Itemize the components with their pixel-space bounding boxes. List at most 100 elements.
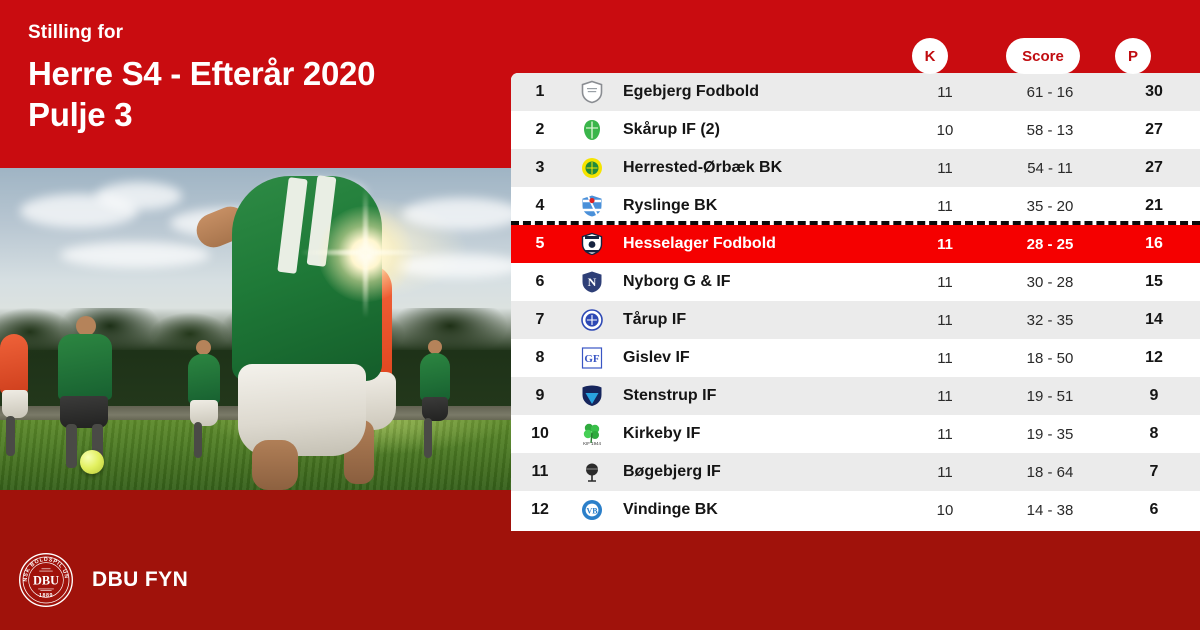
table-row[interactable]: 6 N Nyborg G & IF 11 30 - 28 15 [511, 263, 1200, 301]
row-points: 27 [1145, 159, 1163, 176]
photo-background-player [0, 334, 28, 394]
row-position: 3 [535, 159, 545, 176]
row-points: 12 [1145, 349, 1163, 366]
club-logo-navy-triangle-shield [569, 384, 615, 408]
column-header-kampe: K [912, 38, 948, 74]
table-row-highlighted[interactable]: 5 Hesselager Fodbold 11 28 - 25 16 [511, 225, 1200, 263]
photo-player-main [252, 440, 298, 490]
club-logo-yellow-circle [569, 157, 615, 179]
row-score: 58 - 13 [1026, 121, 1074, 139]
table-row[interactable]: 10 KIF 1944 Kirkeby IF 11 19 - 35 8 [511, 415, 1200, 453]
photo-cloud [402, 198, 511, 230]
photo-cloud [60, 242, 210, 268]
club-logo-white-shield [569, 232, 615, 256]
page-title: Herre S4 - Efterår 2020 Pulje 3 [28, 53, 498, 135]
photo-background-player [428, 340, 442, 354]
photo-player-main [238, 364, 366, 456]
dbu-logo-icon: DANSK BOLDSPIL UNION DBU 1889 [18, 552, 73, 607]
row-score: 18 - 50 [1026, 349, 1074, 367]
photo-background-player [76, 316, 96, 336]
qualification-cut-line [511, 221, 1200, 225]
photo-football [80, 450, 104, 474]
row-played: 11 [937, 235, 953, 253]
row-team-name: Hesselager Fodbold [623, 235, 776, 252]
table-row[interactable]: 4 Ryslinge BK 11 35 - 20 21 [511, 187, 1200, 225]
standings-table: 1 Egebjerg Fodbold 11 61 - 16 30 2 Skåru… [511, 73, 1200, 531]
row-played: 11 [937, 387, 953, 405]
table-row[interactable]: 2 Skårup IF (2) 10 58 - 13 27 [511, 111, 1200, 149]
row-score: 28 - 25 [1026, 235, 1074, 253]
footer-bar [0, 530, 1200, 630]
photo-sun-flare [363, 188, 368, 318]
row-played: 11 [937, 463, 953, 481]
table-row[interactable]: 7 Tårup IF 11 32 - 35 14 [511, 301, 1200, 339]
row-score: 32 - 35 [1026, 311, 1074, 329]
row-team-name: Nyborg G & IF [623, 273, 731, 290]
row-position: 11 [531, 463, 549, 480]
row-points: 16 [1145, 235, 1163, 252]
svg-text:N: N [588, 275, 597, 289]
row-points: 9 [1149, 387, 1159, 404]
photo-background-player [6, 416, 15, 456]
svg-text:VB: VB [586, 507, 598, 516]
row-score: 19 - 35 [1026, 425, 1074, 443]
table-row[interactable]: 11 Bøgebjerg IF 11 18 - 64 7 [511, 453, 1200, 491]
club-logo-gtf-monogram: GF [569, 346, 615, 370]
table-row[interactable]: 3 Herrested-Ørbæk BK 11 54 - 11 27 [511, 149, 1200, 187]
row-points: 6 [1149, 501, 1159, 518]
photo-background-player [424, 418, 432, 458]
table-header-badges: K Score P [511, 38, 1200, 74]
row-position: 2 [535, 121, 545, 138]
row-score: 30 - 28 [1026, 273, 1074, 291]
title-block: Stilling for Herre S4 - Efterår 2020 Pul… [28, 20, 498, 135]
row-score: 14 - 38 [1026, 501, 1074, 519]
photo-background-player [2, 390, 28, 418]
row-team-name: Kirkeby IF [623, 425, 701, 442]
photo-background-player [60, 396, 108, 428]
table-row[interactable]: 1 Egebjerg Fodbold 11 61 - 16 30 [511, 73, 1200, 111]
row-score: 19 - 51 [1026, 387, 1074, 405]
row-played: 11 [937, 83, 953, 101]
row-played: 11 [937, 197, 953, 215]
row-played: 11 [937, 349, 953, 367]
column-header-score: Score [1006, 38, 1080, 74]
row-played: 11 [937, 311, 953, 329]
svg-text:KIF 1944: KIF 1944 [583, 441, 601, 446]
row-score: 18 - 64 [1026, 463, 1074, 481]
row-team-name: Tårup IF [623, 311, 687, 328]
row-position: 6 [535, 273, 545, 290]
row-score: 54 - 11 [1027, 159, 1073, 177]
club-logo-green-blob [569, 118, 615, 142]
row-score: 35 - 20 [1026, 197, 1074, 215]
table-row[interactable]: 9 Stenstrup IF 11 19 - 51 9 [511, 377, 1200, 415]
club-logo-navy-n-shield: N [569, 270, 615, 294]
row-position: 7 [535, 311, 545, 328]
table-row[interactable]: 8 GF Gislev IF 11 18 - 50 12 [511, 339, 1200, 377]
row-points: 30 [1145, 83, 1163, 100]
table-row[interactable]: 12 VB Vindinge BK 10 14 - 38 6 [511, 491, 1200, 529]
svg-text:DBU: DBU [33, 573, 59, 587]
row-points: 14 [1145, 311, 1163, 328]
page-title-line2: Pulje 3 [28, 96, 133, 133]
photo-background-player [190, 400, 218, 426]
column-header-points: P [1115, 38, 1151, 74]
row-points: 7 [1149, 463, 1159, 480]
photo-cloud [96, 182, 182, 210]
row-points: 15 [1145, 273, 1163, 290]
club-logo-shield-gray [569, 80, 615, 104]
photo-background-player [188, 354, 220, 404]
row-position: 5 [535, 235, 545, 252]
row-score: 61 - 16 [1026, 83, 1074, 101]
photo-background-player [92, 424, 103, 466]
row-position: 8 [535, 349, 545, 366]
club-logo-blue-ring [569, 309, 615, 331]
row-played: 10 [936, 501, 954, 519]
row-team-name: Gislev IF [623, 349, 690, 366]
club-logo-blue-white-shield [569, 194, 615, 218]
row-position: 9 [535, 387, 545, 404]
svg-text:1889: 1889 [39, 593, 53, 599]
row-team-name: Ryslinge BK [623, 197, 718, 214]
brand-name: DBU FYN [92, 568, 189, 591]
brand-block: DANSK BOLDSPIL UNION DBU 1889 DBU FYN [18, 552, 188, 608]
